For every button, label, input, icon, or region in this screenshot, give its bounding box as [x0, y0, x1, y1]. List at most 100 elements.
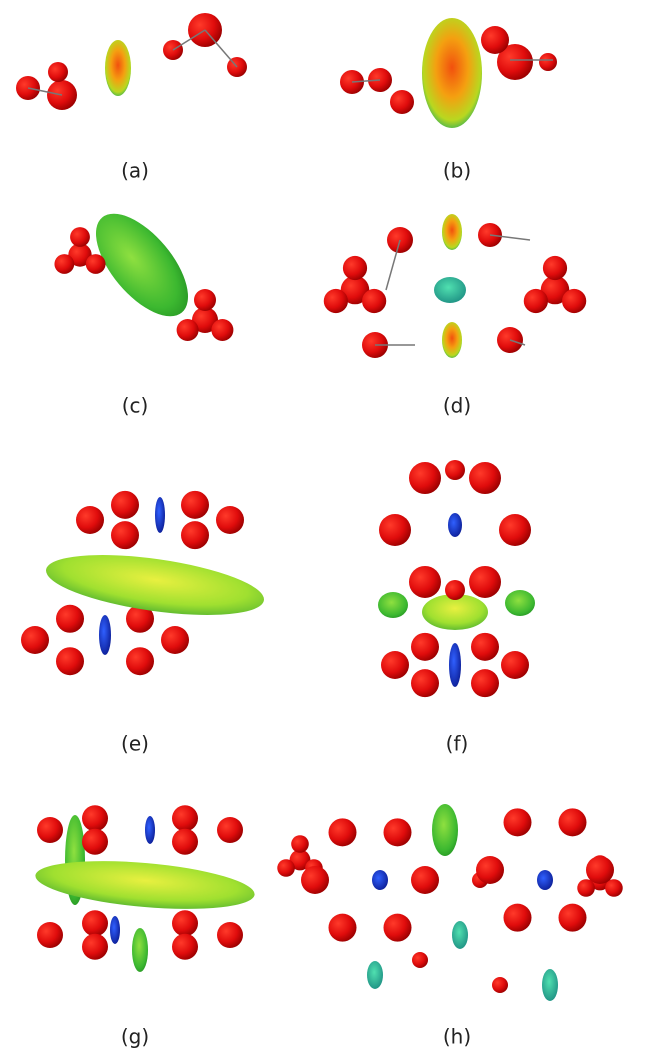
atom	[161, 626, 189, 654]
bond	[172, 29, 206, 51]
atom	[542, 255, 568, 281]
atom	[211, 319, 234, 341]
isosurface	[449, 643, 461, 687]
atom	[217, 817, 243, 843]
atom	[469, 565, 501, 598]
bond	[489, 234, 531, 241]
atom	[76, 506, 104, 534]
atom	[70, 227, 90, 247]
atom	[497, 44, 533, 80]
isosurface	[105, 40, 131, 96]
atom	[586, 856, 614, 884]
atom	[390, 90, 414, 114]
atom	[56, 647, 84, 676]
panel-label: (h)	[443, 1025, 471, 1049]
isosurface	[434, 277, 466, 303]
atom	[194, 289, 216, 311]
atom	[323, 288, 348, 314]
bond	[509, 339, 526, 346]
atom	[411, 632, 439, 661]
atom	[54, 254, 75, 274]
isosurface	[505, 590, 535, 616]
atom	[301, 866, 329, 894]
atom	[126, 647, 154, 676]
atom	[481, 26, 509, 54]
atom	[111, 490, 139, 519]
bond	[27, 87, 63, 96]
isosurface	[442, 322, 462, 358]
isosurface	[132, 928, 148, 972]
atom	[111, 521, 139, 550]
atom	[503, 903, 532, 932]
panel-label: (c)	[122, 394, 149, 418]
atom	[181, 490, 209, 519]
atom	[328, 818, 357, 847]
atom	[383, 913, 412, 942]
atom	[381, 651, 409, 679]
atom	[277, 859, 295, 877]
atom	[56, 604, 84, 633]
atom	[409, 462, 441, 495]
atom	[217, 922, 243, 948]
atom	[411, 669, 439, 698]
atom	[85, 254, 106, 274]
atom	[562, 288, 587, 314]
atom	[605, 879, 623, 897]
atom	[492, 977, 508, 993]
atom	[216, 506, 244, 534]
atom	[362, 288, 387, 314]
isosurface	[110, 916, 120, 944]
isosurface	[537, 870, 553, 890]
atom	[82, 910, 108, 937]
atom	[503, 808, 532, 837]
isosurface	[378, 592, 408, 618]
atom	[176, 319, 199, 341]
atom	[501, 651, 529, 679]
panel-label: (d)	[443, 394, 471, 418]
atom	[540, 275, 570, 305]
atom	[476, 856, 504, 884]
bond	[204, 29, 238, 68]
atom	[172, 933, 198, 960]
bond	[351, 79, 381, 83]
atom	[342, 255, 368, 281]
atom	[126, 604, 154, 633]
atom	[379, 514, 411, 546]
atom	[172, 828, 198, 855]
isosurface	[155, 497, 165, 533]
atom	[558, 808, 587, 837]
panel-label: (a)	[121, 159, 149, 183]
atom	[192, 307, 218, 333]
isosurface	[367, 961, 383, 989]
isosurface	[46, 555, 264, 615]
isosurface	[99, 615, 111, 655]
atom	[445, 580, 465, 600]
atom	[37, 922, 63, 948]
atom	[328, 913, 357, 942]
isosurface	[372, 870, 388, 890]
atom	[539, 53, 557, 71]
atom	[82, 933, 108, 960]
isosurface	[542, 969, 558, 1001]
panel-label: (g)	[121, 1025, 149, 1049]
atom	[409, 565, 441, 598]
atom	[469, 462, 501, 495]
atom	[411, 866, 439, 894]
atom	[172, 910, 198, 937]
atom	[471, 669, 499, 698]
isosurface	[95, 213, 189, 317]
isosurface	[432, 804, 458, 856]
atom	[412, 952, 428, 968]
panel-label: (e)	[121, 732, 149, 756]
atom	[499, 514, 531, 546]
panel-label: (b)	[443, 159, 471, 183]
bond	[385, 239, 401, 291]
isosurface	[452, 921, 468, 949]
atom	[82, 828, 108, 855]
atom	[48, 62, 68, 82]
atom	[21, 626, 49, 654]
atom	[289, 849, 311, 871]
atom	[291, 835, 309, 853]
